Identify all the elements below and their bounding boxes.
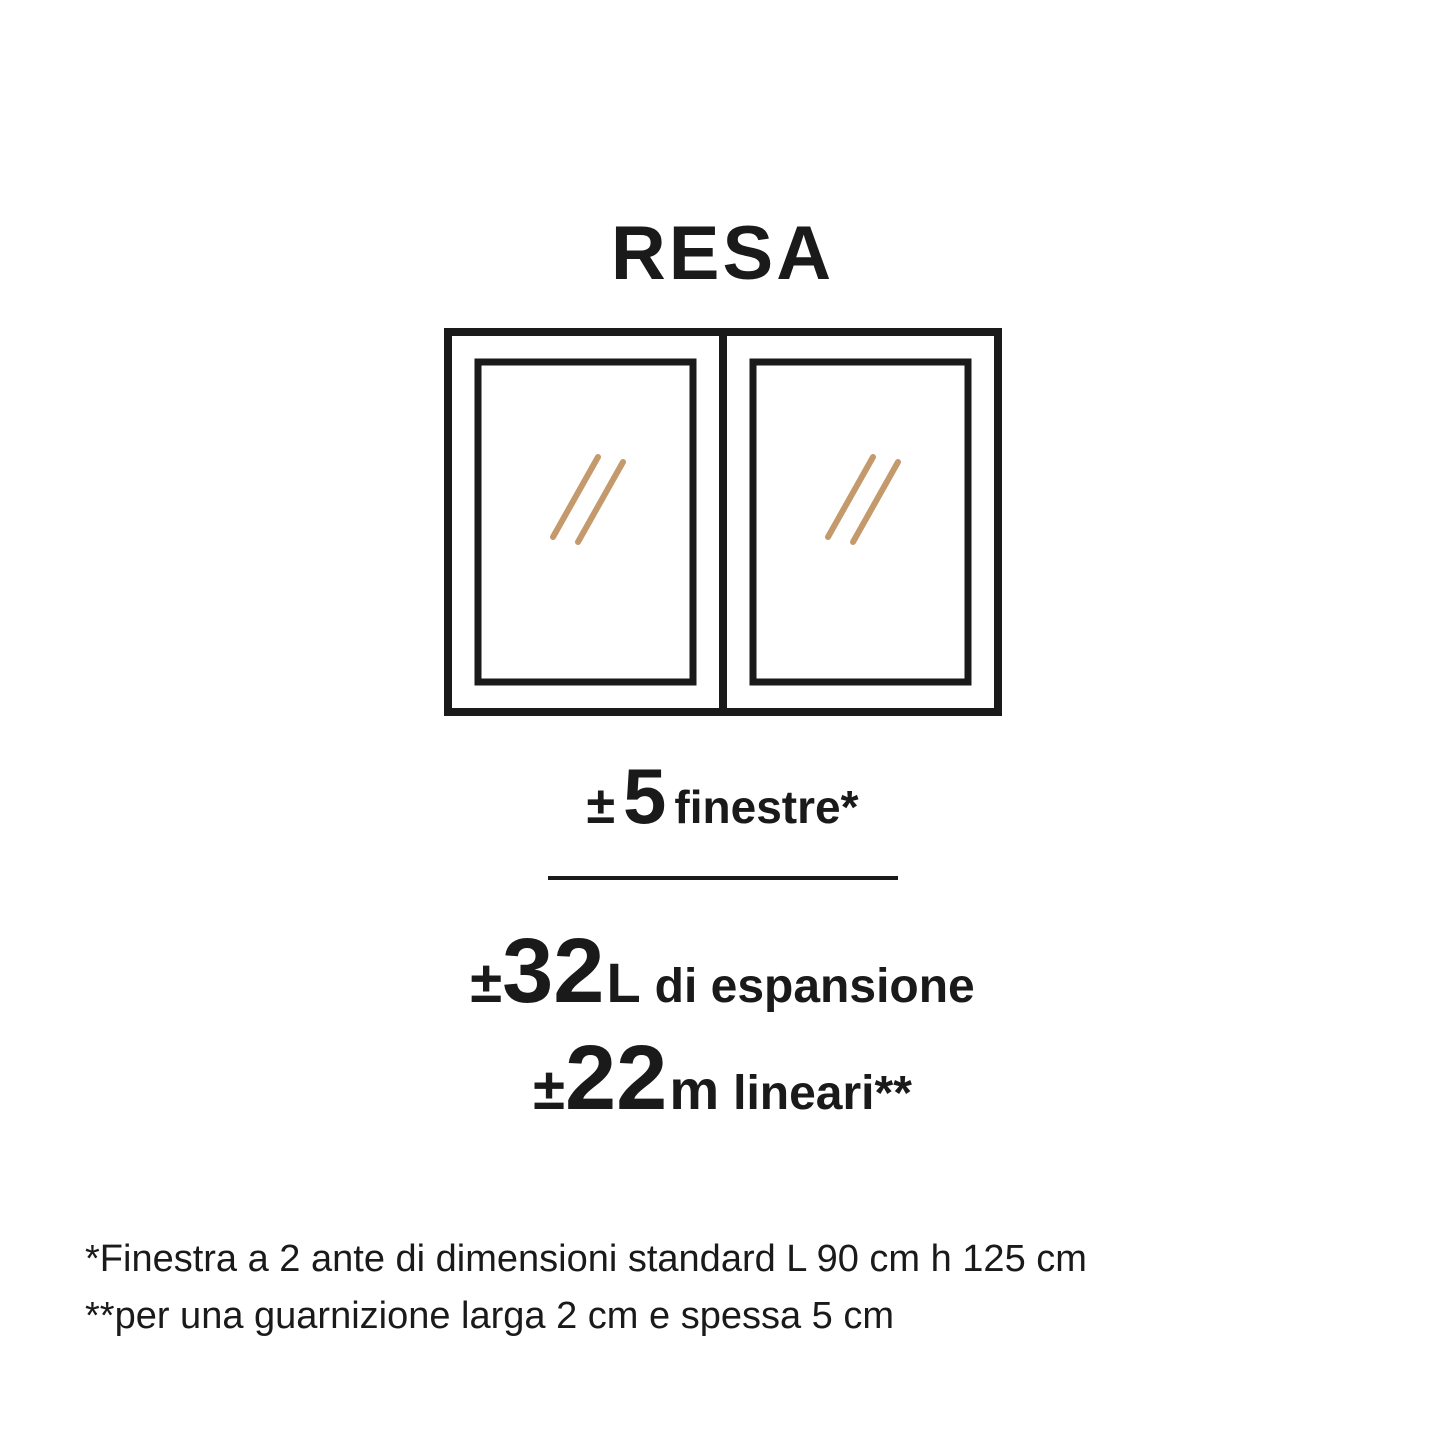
expansion-number: 32 bbox=[502, 925, 604, 1017]
pm-symbol: ± bbox=[586, 776, 615, 836]
title: RESA bbox=[611, 210, 834, 297]
linear-number: 22 bbox=[565, 1032, 667, 1124]
expansion-line: ± 32 L di espansione bbox=[470, 925, 975, 1017]
linear-label: lineari** bbox=[733, 1066, 912, 1121]
expansion-unit: L bbox=[606, 950, 640, 1015]
windows-label: finestre* bbox=[674, 780, 858, 834]
footnotes: *Finestra a 2 ante di dimensioni standar… bbox=[85, 1231, 1087, 1345]
pm-symbol: ± bbox=[533, 1056, 565, 1123]
linear-unit: m bbox=[669, 1057, 719, 1122]
window-icon bbox=[443, 327, 1003, 722]
pm-symbol: ± bbox=[470, 949, 502, 1016]
linear-line: ± 22 m lineari** bbox=[533, 1032, 912, 1124]
divider bbox=[548, 876, 898, 880]
windows-count-line: ± 5 finestre* bbox=[586, 757, 858, 836]
footnote-1: *Finestra a 2 ante di dimensioni standar… bbox=[85, 1231, 1087, 1288]
windows-number: 5 bbox=[623, 757, 666, 835]
footnote-2: **per una guarnizione larga 2 cm e spess… bbox=[85, 1288, 1087, 1345]
expansion-label: di espansione bbox=[655, 959, 975, 1014]
